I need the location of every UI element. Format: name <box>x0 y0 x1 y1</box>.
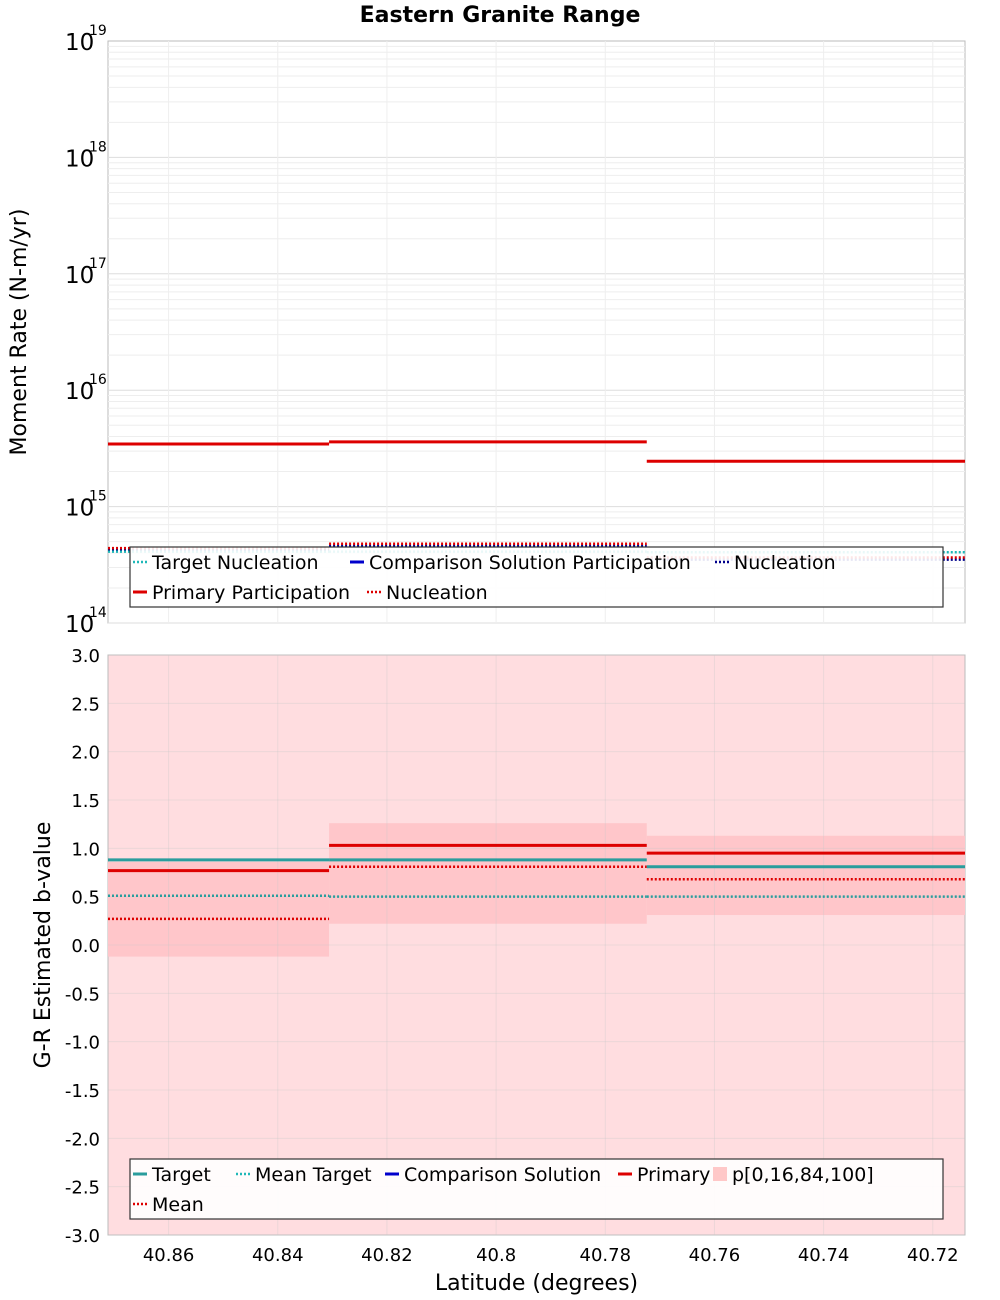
bottom-y-tick-label: -1.0 <box>65 1033 100 1054</box>
bottom-series <box>108 843 965 921</box>
percentile-16-84-band <box>108 861 330 957</box>
bottom-legend-item-swatch <box>713 1167 727 1181</box>
bottom-y-ticks: 3.0 2.5 2.0 1.5 1.0 0.5 0.0 -0.5 -1.0 -1.5 -2.0 -2.… <box>65 646 100 1247</box>
top-y-tick-exponent: 18 <box>89 139 107 155</box>
top-legend-item-label: Target Nucleation <box>151 552 319 574</box>
top-grid <box>108 41 965 624</box>
bottom-y-tick-label: -0.5 <box>65 984 100 1005</box>
top-legend-item-label: Nucleation <box>386 582 488 604</box>
b-value-panel: 3.0 2.5 2.0 1.5 1.0 0.5 0.0 -0.5 -1.0 -1.5 -2.0 -2.… <box>31 646 966 1296</box>
top-y-axis-label: Moment Rate (N-m/yr) <box>7 209 32 456</box>
percentile-16-84-band <box>646 835 965 916</box>
bottom-x-ticks: 40.86 40.84 40.82 40.8 40.78 40.76 40.74 40.72 <box>143 1245 959 1266</box>
top-y-tick-label: 10 <box>65 146 94 172</box>
chart-title: Eastern Granite Range <box>360 3 641 28</box>
top-y-tick-label: 10 <box>65 263 94 289</box>
bottom-y-tick-label: 2.5 <box>71 694 100 715</box>
x-tick-label: 40.78 <box>580 1245 632 1266</box>
bottom-y-tick-label: 0.5 <box>71 888 100 909</box>
top-y-tick-exponent: 14 <box>89 605 107 621</box>
bottom-legend: Target Mean Target Comparison Solution Prim… <box>129 1158 944 1220</box>
x-tick-label: 40.72 <box>907 1245 959 1266</box>
top-legend-item-label: Nucleation <box>734 552 836 574</box>
top-legend-item-label: Primary Participation <box>152 582 350 604</box>
bottom-y-tick-label: -2.0 <box>65 1129 100 1150</box>
x-tick-label: 40.86 <box>143 1245 195 1266</box>
percentile-16-84-band <box>329 823 647 924</box>
top-plot-area <box>107 40 966 624</box>
top-y-tick-label: 10 <box>65 612 94 638</box>
bottom-legend-item-label: p[0,16,84,100] <box>732 1164 874 1186</box>
top-y-tick-label: 10 <box>65 30 94 56</box>
bottom-y-axis-label: G-R Estimated b-value <box>31 822 56 1069</box>
bottom-y-tick-label: -3.0 <box>65 1226 100 1247</box>
top-legend: Target Nucleation Comparison Solution Par… <box>129 546 944 608</box>
bottom-y-tick-label: -1.5 <box>65 1081 100 1102</box>
top-y-tick-exponent: 15 <box>89 489 107 505</box>
bottom-y-tick-label: 1.5 <box>71 791 100 812</box>
bottom-y-tick-label: 3.0 <box>71 646 100 667</box>
bottom-legend-item-label: Primary <box>637 1164 710 1186</box>
bottom-y-tick-label: 1.0 <box>71 839 100 860</box>
bottom-legend-item-label: Mean Target <box>255 1164 372 1186</box>
top-y-tick-exponent: 19 <box>89 23 107 39</box>
bottom-y-tick-label: -2.5 <box>65 1178 100 1199</box>
bottom-legend-item-label: Comparison Solution <box>404 1164 601 1186</box>
top-y-tick-label: 10 <box>65 379 94 405</box>
bottom-legend-item-label: Target <box>151 1164 211 1186</box>
top-y-tick-exponent: 17 <box>89 256 107 272</box>
top-legend-item-label: Comparison Solution Participation <box>369 552 691 574</box>
top-y-tick-label: 10 <box>65 496 94 522</box>
x-axis-label: Latitude (degrees) <box>435 1271 638 1296</box>
bottom-y-tick-label: 0.0 <box>71 936 100 957</box>
x-tick-label: 40.8 <box>476 1245 516 1266</box>
top-y-tick-exponent: 16 <box>89 372 107 388</box>
x-tick-label: 40.84 <box>252 1245 304 1266</box>
bottom-legend-item-box <box>129 1158 944 1220</box>
bottom-y-tick-label: 2.0 <box>71 743 100 764</box>
bottom-legend-item-label: Mean <box>152 1194 204 1216</box>
x-tick-label: 40.82 <box>361 1245 413 1266</box>
top-legend-item-box <box>129 546 944 608</box>
x-tick-label: 40.74 <box>798 1245 850 1266</box>
bottom-percentile-bands <box>108 823 965 957</box>
bottom-grid <box>108 654 965 1236</box>
x-tick-label: 40.76 <box>689 1245 741 1266</box>
